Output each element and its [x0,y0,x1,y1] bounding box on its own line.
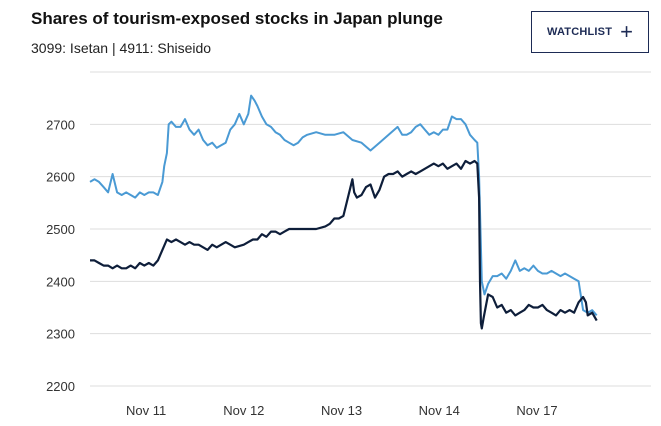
plus-icon: + [620,19,633,44]
chart-subtitle: 3099: Isetan | 4911: Shiseido [31,40,212,56]
x-tick-label: Nov 12 [223,403,264,418]
y-tick-label: 2200 [46,379,75,394]
y-tick-label: 2400 [46,274,75,289]
x-tick-label: Nov 17 [516,403,557,418]
x-axis-tick-labels: Nov 11 Nov 12 Nov 13 Nov 14 Nov 17 [126,403,558,418]
y-tick-label: 2500 [46,222,75,237]
y-tick-label: 2300 [46,327,75,342]
y-axis-tick-labels: 2200 2300 2400 2500 2600 2700 [46,117,75,394]
watchlist-label: WATCHLIST [546,26,613,38]
grid-lines [90,71,651,387]
series-line-4911 [89,94,598,317]
y-tick-label: 2700 [46,117,75,132]
chart-title: Shares of tourism-exposed stocks in Japa… [31,9,443,28]
y-tick-label: 2600 [46,170,75,185]
watchlist-button[interactable]: WATCHLIST + [531,11,649,53]
series-lines [89,94,598,330]
x-tick-label: Nov 11 [126,403,166,418]
series-line-3099 [90,159,598,330]
x-tick-label: Nov 14 [419,403,460,418]
x-tick-label: Nov 13 [321,403,362,418]
